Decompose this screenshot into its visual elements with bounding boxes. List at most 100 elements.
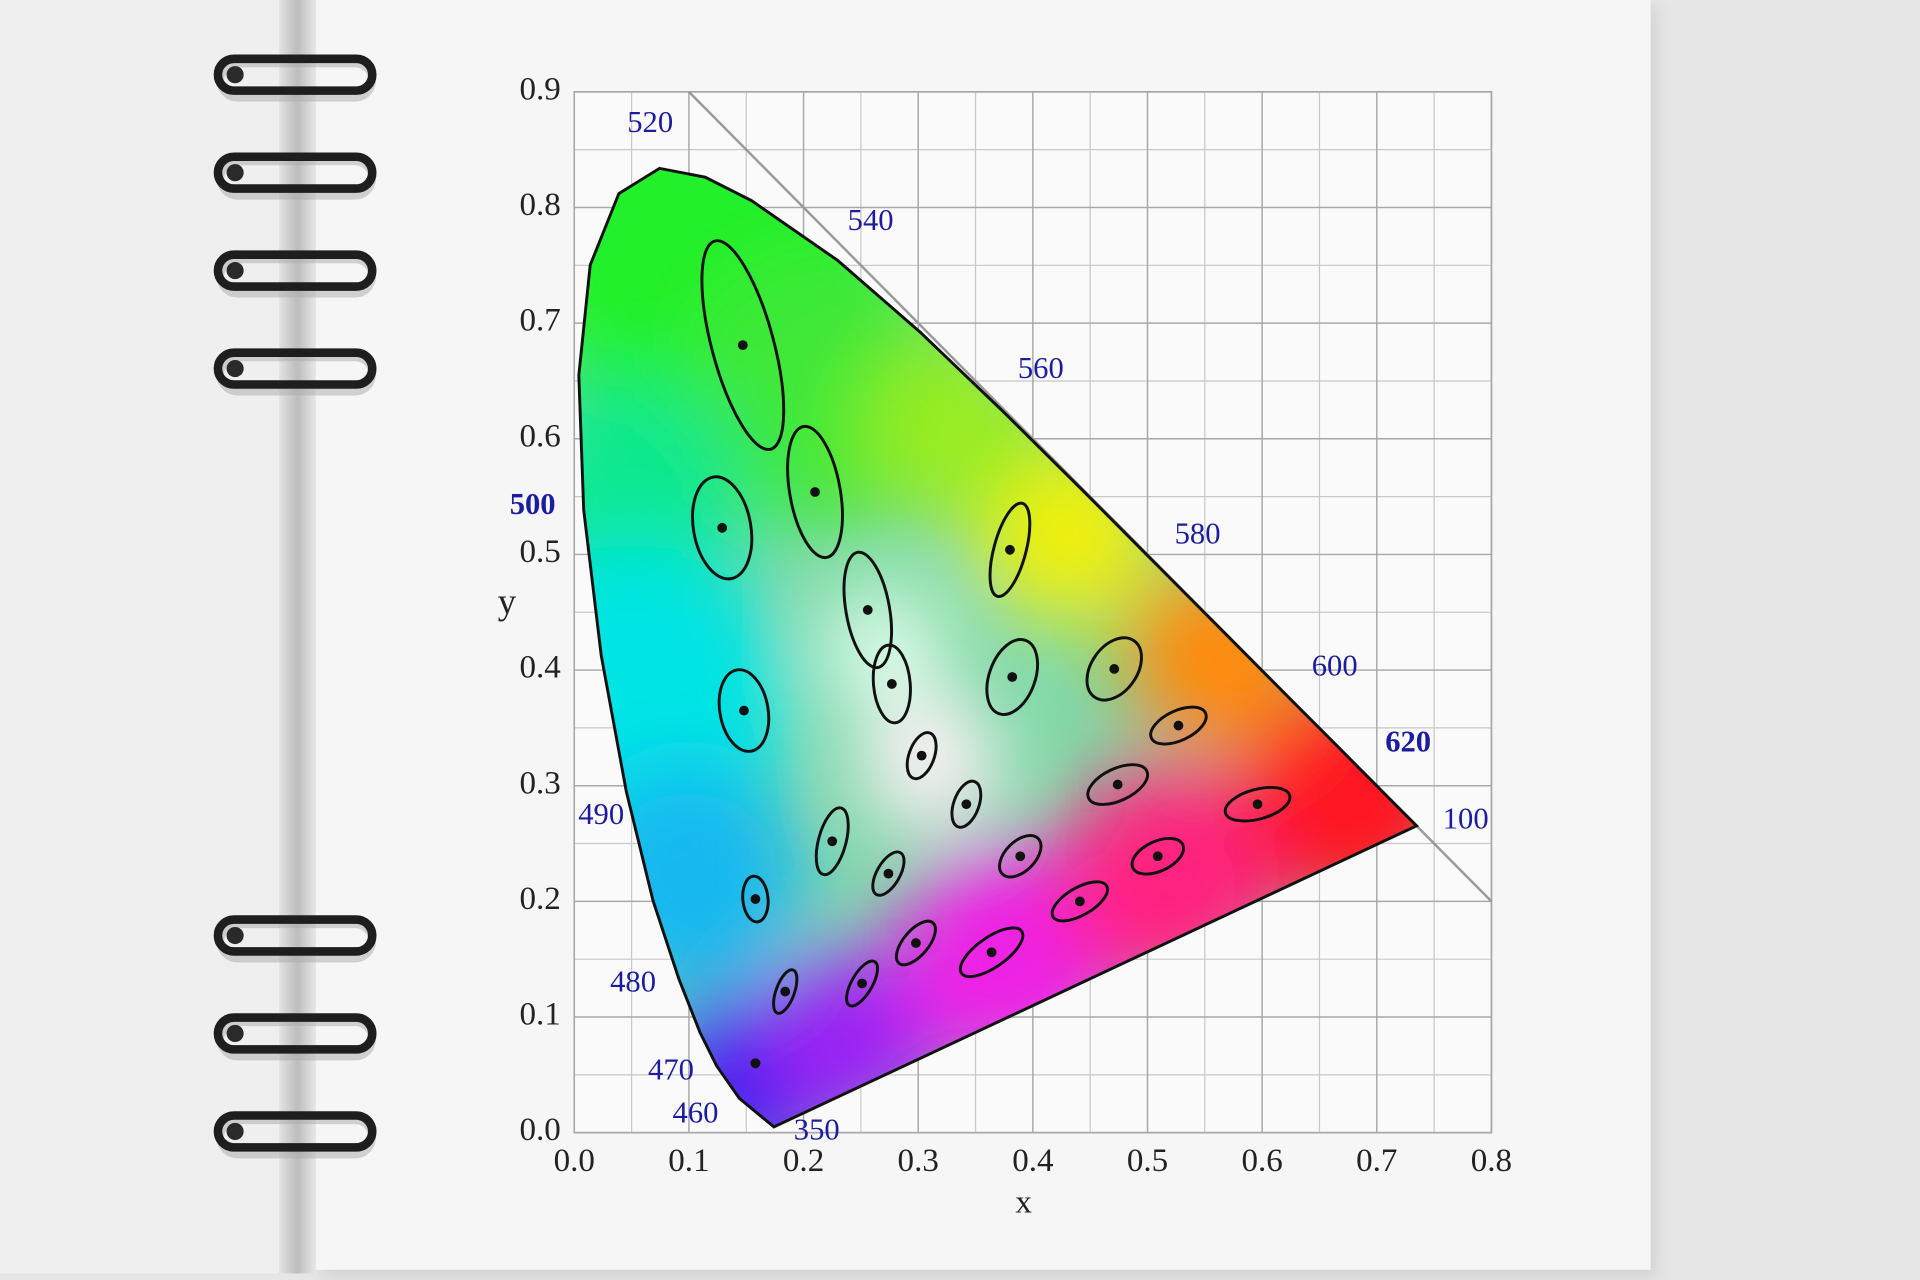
x-tick-label: 0.7 <box>1356 1143 1397 1179</box>
x-tick-label: 0.4 <box>1012 1143 1053 1179</box>
wavelength-label: 520 <box>627 105 673 139</box>
wavelength-label: 600 <box>1312 649 1358 683</box>
ring-hole <box>226 164 244 182</box>
center-point <box>1015 851 1026 862</box>
center-point <box>857 978 867 989</box>
center-point <box>1074 896 1085 907</box>
ellipse <box>842 550 893 670</box>
y-tick-label: 0.8 <box>520 187 561 223</box>
center-point <box>883 868 894 879</box>
center-point <box>886 679 897 689</box>
center-point <box>1112 779 1123 790</box>
wavelength-label: 480 <box>610 965 656 999</box>
y-tick-label: 0.3 <box>520 765 561 801</box>
center-point <box>986 947 997 958</box>
center-point <box>916 750 927 761</box>
ellipse <box>950 779 983 829</box>
ellipse <box>985 638 1040 716</box>
ring-hole <box>226 926 244 945</box>
spiral-binding <box>213 54 377 1159</box>
ring-hole <box>226 66 244 84</box>
center-point <box>1152 851 1163 862</box>
wavelength-label: 490 <box>578 797 624 831</box>
y-tick-label: 0.7 <box>520 303 561 339</box>
wavelength-label: 560 <box>1018 351 1064 385</box>
center-point <box>827 836 838 847</box>
ellipse <box>741 874 770 924</box>
ring <box>213 54 377 95</box>
wavelength-label: 580 <box>1175 516 1221 550</box>
ellipse <box>845 959 879 1008</box>
ellipse <box>871 643 912 725</box>
ellipse <box>786 424 844 560</box>
x-tick-label: 0.6 <box>1241 1143 1282 1179</box>
ellipse <box>772 968 799 1015</box>
center-point <box>739 705 749 716</box>
color-blob <box>860 693 999 832</box>
ring <box>213 1013 377 1054</box>
y-axis-label: y <box>498 580 517 621</box>
spectral-locus <box>577 166 1420 1129</box>
center-point <box>780 986 791 997</box>
wavelength-label: 540 <box>848 203 894 237</box>
wavelength-label: 350 <box>794 1113 840 1147</box>
y-tick-label: 0.9 <box>520 71 561 107</box>
ring <box>213 915 377 956</box>
wavelength-label: 500 <box>510 487 556 521</box>
wavelength-label: 460 <box>673 1096 719 1130</box>
y-tick-label: 0.0 <box>520 1112 561 1148</box>
ellipse <box>894 919 937 967</box>
ring-hole <box>226 262 244 280</box>
x-axis-label: x <box>1015 1184 1032 1220</box>
center-point <box>911 938 921 948</box>
ellipse <box>988 501 1032 598</box>
ellipse <box>998 834 1043 879</box>
y-tick-label: 0.2 <box>520 881 561 917</box>
left-page <box>0 0 280 1274</box>
y-tick-label: 0.6 <box>520 418 561 454</box>
gutter <box>279 0 316 1274</box>
y-tick-label: 0.5 <box>520 534 561 570</box>
center-point <box>1005 544 1015 555</box>
center-point <box>1007 672 1018 682</box>
wavelength-label: 620 <box>1385 725 1431 759</box>
ring-hole <box>226 1122 244 1141</box>
ring-hole <box>226 1024 244 1043</box>
color-blob <box>578 381 747 612</box>
center-point <box>1252 799 1263 810</box>
x-tick-label: 0.8 <box>1471 1143 1512 1179</box>
wavelength-label: 100 <box>1443 802 1489 836</box>
ellipse <box>814 806 850 877</box>
center-point <box>750 894 761 904</box>
center-point <box>862 605 873 615</box>
x-tick-label: 0.0 <box>554 1143 595 1179</box>
center-point <box>1173 720 1184 731</box>
center-point <box>1109 664 1120 674</box>
ring-hole <box>226 360 244 378</box>
x-tick-label: 0.2 <box>783 1143 824 1179</box>
center-point <box>750 1058 761 1069</box>
center-point <box>961 799 972 810</box>
center-point <box>717 522 728 533</box>
wavelength-label: 470 <box>648 1053 694 1087</box>
ring <box>213 1111 377 1152</box>
ellipse <box>691 475 754 581</box>
plot <box>573 90 1493 1134</box>
ellipse <box>958 926 1025 979</box>
ellipse <box>1085 636 1143 702</box>
ellipse <box>1050 880 1110 923</box>
ellipse <box>1223 785 1292 823</box>
ring <box>213 348 377 389</box>
ellipse <box>1086 763 1150 806</box>
ellipse <box>1149 705 1208 746</box>
ellipse <box>905 731 938 781</box>
ellipse <box>1130 836 1186 876</box>
y-tick-label: 0.4 <box>520 650 561 686</box>
y-tick-label: 0.1 <box>520 997 561 1033</box>
x-tick-label: 0.3 <box>898 1143 939 1179</box>
ring <box>213 152 377 193</box>
x-tick-label: 0.5 <box>1127 1143 1168 1179</box>
ellipse <box>871 850 906 897</box>
